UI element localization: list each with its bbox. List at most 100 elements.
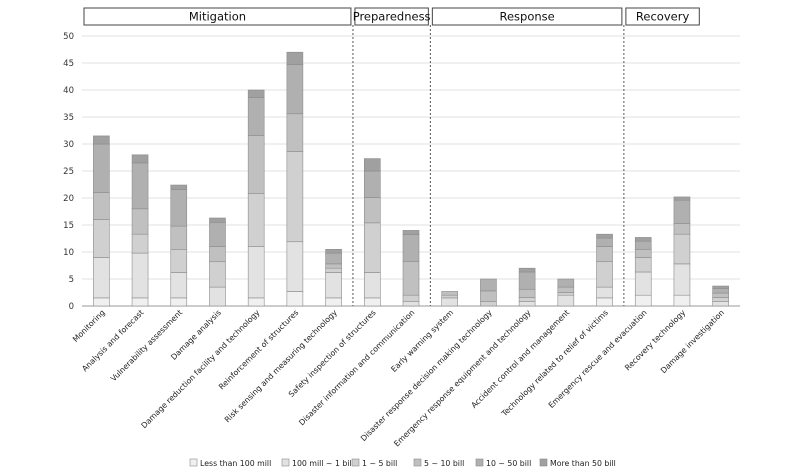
bar-segment [363,197,381,224]
bar-segment [363,170,381,198]
y-tick-label: 15 [63,221,74,231]
bar-segment [363,297,381,307]
bar-segment [402,301,420,307]
bar-segment [131,154,149,164]
bar-segment [557,286,575,293]
bar-segment [131,252,149,299]
bar-segment [170,272,188,299]
phase-header-box [354,7,429,26]
bar-segment [441,294,459,299]
bar-segment [93,192,110,220]
y-tick-label: 45 [63,59,74,69]
legend-entry: More than 50 bill [550,459,616,468]
bar-segment [247,297,265,307]
bar-segment [480,278,497,292]
bar-segment [712,301,729,307]
bar-segment [596,246,613,263]
bar-segment [673,263,691,296]
phase-header-box [431,7,623,26]
y-axis-ticks: 0 5 10 15 20 25 30 35 40 45 50 [63,32,74,312]
legend-entry: Less than 100 mill [200,459,271,468]
bar-segment [596,286,613,299]
bar-segment [441,297,459,307]
bar-segment [170,249,188,273]
bar-segment [634,240,652,250]
bar-segment [325,263,342,269]
bar-segment [518,297,536,302]
bar-segment [363,158,381,172]
phase-header-box [83,7,352,26]
bar-segment [673,223,691,235]
bar-segment [402,234,420,263]
bar-segment [402,261,420,296]
bar-segment [673,196,691,201]
bar-segment [557,292,575,296]
bar-segment [325,249,342,254]
bar-segment [518,271,536,290]
phase-headers: Mitigation Preparedness Response Recovery [83,7,700,26]
bar-segment [131,162,149,210]
bar-segment [325,252,342,265]
bar-segment [634,237,652,242]
bar-segment [170,184,188,190]
bar-segment [93,135,110,145]
bar-segment [712,285,729,290]
bar-segment [209,261,226,288]
bar-segment [325,272,342,299]
bar-segment [596,233,613,239]
legend-swatch [539,458,548,467]
legend-swatch [475,458,484,467]
bar-segment [209,286,226,307]
bar-segment [402,230,420,236]
bar-segment [209,246,226,263]
legend-entry: 1 ~ 5 bill [362,459,397,468]
y-tick-label: 0 [69,302,74,312]
bar-segment [634,249,652,258]
y-tick-label: 40 [63,86,74,96]
bar-segment [557,294,575,307]
bar-segment [131,233,149,254]
bar-segment [480,290,497,302]
phase-header-label: Mitigation [189,10,246,24]
category-label: Monitoring [71,308,107,344]
phase-dividers [352,25,625,306]
bar-segment [712,292,729,298]
bar-segment [518,267,536,273]
bar-segment [286,51,304,65]
bar-segment [131,297,149,307]
legend-swatch [189,458,198,467]
bar-segment [286,113,304,152]
bar-segment [247,97,265,136]
y-tick-label: 50 [63,32,74,42]
bar-segment [170,189,188,227]
bar-segment [93,219,110,258]
bar-segment [131,208,149,235]
category-label: Vulnerability assessment [109,308,184,383]
category-label: Disaster response decision making techno… [359,308,494,443]
bar-segment [325,297,342,307]
y-tick-label: 25 [63,167,74,177]
bar-segment [209,217,226,223]
legend-swatch [281,458,290,467]
bar-segment [518,301,536,307]
bar-segment [712,297,729,302]
bar-segment [286,64,304,115]
bar-segment [712,288,729,294]
bar-segment [247,89,265,98]
legend-swatch [413,458,422,467]
bar-segment [286,241,304,292]
y-tick-label: 20 [63,194,74,204]
bar-segment [518,288,536,298]
category-label: Reinforcement of structures [217,308,300,391]
bar-segment [596,261,613,288]
bar-segment [247,246,265,299]
bar-segment [93,143,110,193]
legend: Less than 100 mill 100 mill ~ 1 bill 1 ~ 5… [189,458,616,468]
category-label: Damage investigation [659,308,726,375]
bar-segment [480,301,497,307]
phase-header-label: Preparedness [353,10,431,24]
legend-entry: 10 ~ 50 bill [486,459,531,468]
phase-header-box [625,7,700,26]
